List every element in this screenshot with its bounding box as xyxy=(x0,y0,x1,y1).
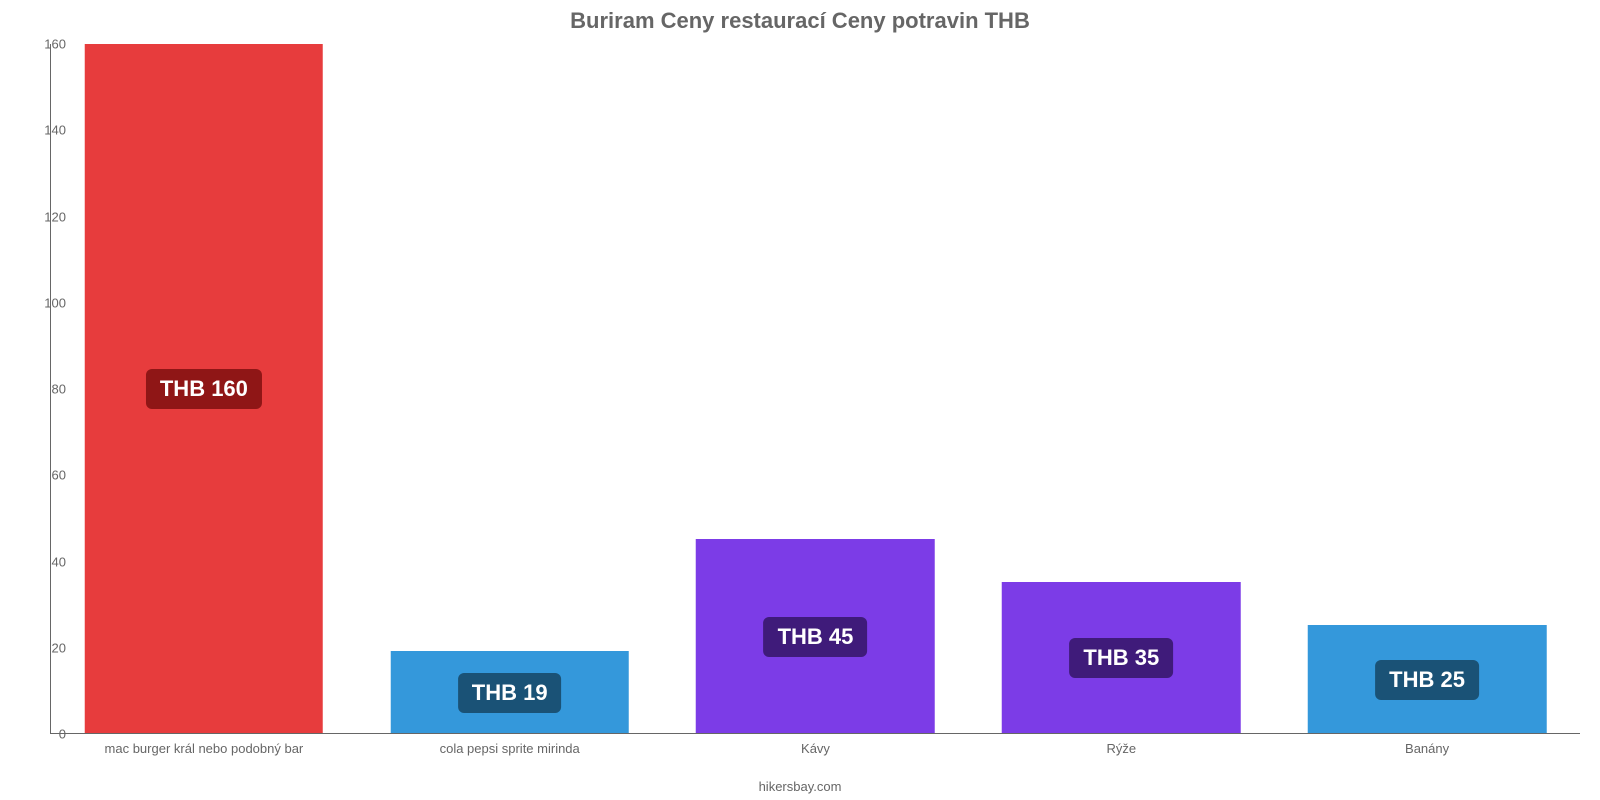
value-badge: THB 19 xyxy=(458,673,562,713)
x-axis-label: Banány xyxy=(1274,733,1580,756)
x-axis-label: Kávy xyxy=(663,733,969,756)
bar-slot: THB 35Rýže xyxy=(968,44,1274,733)
x-axis-label: cola pepsi sprite mirinda xyxy=(357,733,663,756)
bar-chart: Buriram Ceny restaurací Ceny potravin TH… xyxy=(0,0,1600,800)
y-tick-label: 100 xyxy=(24,295,66,310)
y-tick-label: 160 xyxy=(24,37,66,52)
x-axis-label: mac burger král nebo podobný bar xyxy=(51,733,357,756)
y-tick-label: 80 xyxy=(24,382,66,397)
footer-credit: hikersbay.com xyxy=(0,779,1600,794)
bar-slot: THB 45Kávy xyxy=(663,44,969,733)
bars-container: THB 160mac burger král nebo podobný barT… xyxy=(51,44,1580,733)
bar-slot: THB 160mac burger král nebo podobný bar xyxy=(51,44,357,733)
value-badge: THB 160 xyxy=(146,369,262,409)
y-tick-label: 60 xyxy=(24,468,66,483)
chart-title: Buriram Ceny restaurací Ceny potravin TH… xyxy=(0,8,1600,34)
y-tick-label: 40 xyxy=(24,554,66,569)
y-tick-label: 0 xyxy=(24,727,66,742)
bar-slot: THB 19cola pepsi sprite mirinda xyxy=(357,44,663,733)
bar-slot: THB 25Banány xyxy=(1274,44,1580,733)
x-axis-label: Rýže xyxy=(968,733,1274,756)
y-tick-label: 140 xyxy=(24,123,66,138)
value-badge: THB 45 xyxy=(764,617,868,657)
y-tick-label: 120 xyxy=(24,209,66,224)
value-badge: THB 25 xyxy=(1375,660,1479,700)
y-tick-label: 20 xyxy=(24,640,66,655)
plot-area: THB 160mac burger král nebo podobný barT… xyxy=(50,44,1580,734)
value-badge: THB 35 xyxy=(1069,638,1173,678)
